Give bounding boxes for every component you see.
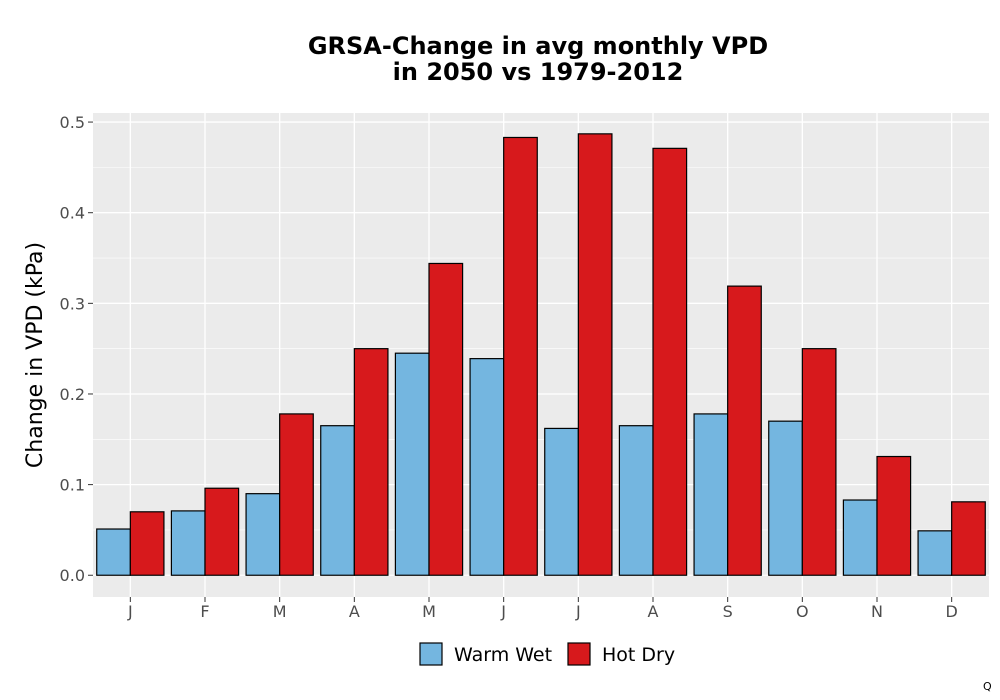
x-tick-label: O (796, 602, 809, 621)
y-tick-label: 0.5 (60, 113, 85, 132)
corner-mark: Q (983, 680, 992, 693)
x-tick-label: F (200, 602, 209, 621)
bar-warm-wet (917, 530, 953, 576)
x-tick-label: M (422, 602, 436, 621)
legend-key-warm-wet (419, 642, 443, 666)
legend-label-hot-dry: Hot Dry (602, 644, 675, 666)
x-tick-label: J (127, 602, 133, 621)
bar-warm-wet (544, 427, 579, 576)
bar-hot-dry (951, 501, 986, 576)
bar-hot-dry (652, 147, 688, 576)
y-tick-label: 0.3 (60, 294, 85, 313)
y-tick-label: 0.2 (60, 385, 85, 404)
bar-hot-dry (279, 413, 314, 576)
bar-hot-dry (801, 348, 837, 576)
legend: Warm Wet Hot Dry (419, 642, 675, 666)
x-tick-label: D (946, 602, 958, 621)
bar-warm-wet (245, 493, 281, 576)
bar-hot-dry (727, 285, 762, 576)
bar-hot-dry (577, 133, 613, 576)
y-axis-title: Change in VPD (kPa) (23, 242, 48, 468)
bar-warm-wet (170, 510, 206, 576)
x-tick-label: J (575, 602, 581, 621)
bar-hot-dry (204, 487, 240, 576)
bar-warm-wet (842, 499, 878, 576)
x-tick-label: S (723, 602, 733, 621)
x-tick-label: A (349, 602, 360, 621)
bar-warm-wet (693, 413, 729, 576)
bar-hot-dry (503, 136, 538, 576)
x-tick-label: N (871, 602, 883, 621)
y-tick-label: 0.1 (60, 476, 85, 495)
bar-hot-dry (129, 511, 165, 576)
legend-key-hot-dry (567, 642, 591, 666)
bar-warm-wet (618, 425, 654, 576)
x-tick-label: J (500, 602, 506, 621)
axis-layer: 0.0 0.1 0.2 0.3 0.4 0.5 J F M A M J J A S O N D (60, 113, 958, 621)
bar-hot-dry (876, 455, 912, 576)
chart-title-line2: in 2050 vs 1979-2012 (393, 58, 684, 86)
chart-title-line1: GRSA-Change in avg monthly VPD (308, 32, 768, 60)
bar-warm-wet (469, 358, 505, 576)
bar-hot-dry (428, 262, 464, 576)
bar-warm-wet (96, 528, 131, 576)
bar-hot-dry (353, 348, 389, 576)
bar-warm-wet (394, 352, 430, 576)
x-tick-label: A (648, 602, 659, 621)
y-tick-label: 0.4 (60, 204, 85, 223)
bar-warm-wet (320, 425, 355, 576)
y-tick-label: 0.0 (60, 566, 85, 585)
legend-label-warm-wet: Warm Wet (454, 644, 552, 666)
bars-layer (96, 133, 986, 576)
x-tick-label: M (273, 602, 287, 621)
plot-panel (93, 113, 989, 597)
bar-warm-wet (768, 420, 803, 576)
